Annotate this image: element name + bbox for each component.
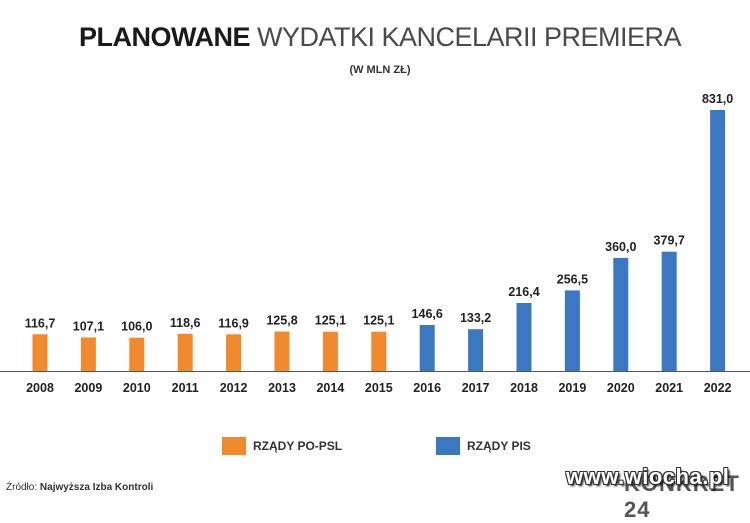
bar-chart: 116,7 2008 107,1 2009 106,0 2010 118,6 2011 116,… [0,92,750,395]
x-tick-label-2021: 2021 [655,381,683,395]
value-label-2010: 106,0 [121,320,152,334]
legend-item-pis: RZĄDY PIS [436,437,531,455]
value-label-2019: 256,5 [557,272,588,286]
chart-subtitle: (W MLN ZŁ) [349,64,411,76]
value-label-2016: 146,6 [412,307,443,321]
value-label-2020: 360,0 [605,240,636,254]
chart-title-rest: WYDATKI KANCELARII PREMIERA [256,22,682,52]
bar-2022 [710,110,726,371]
x-tick-label-2016: 2016 [413,381,441,395]
bar-2014 [322,331,338,371]
bar-2020 [613,257,629,371]
source-name: Najwyższa Izba Kontroli [39,482,154,493]
x-tick-label-2019: 2019 [558,381,586,395]
x-tick-label-2010: 2010 [123,381,151,395]
legend-label-po-psl: RZĄDY PO-PSL [253,439,343,453]
x-tick-label-2009: 2009 [74,381,102,395]
x-tick-label-2014: 2014 [316,381,344,395]
legend-swatch-po-psl [222,437,246,455]
legend-label-pis: RZĄDY PIS [467,439,531,453]
legend-swatch-pis [436,437,460,455]
bar-2010 [129,337,145,371]
x-tick-label-2018: 2018 [510,381,538,395]
chart-title: PLANOWANE WYDATKI KANCELARII PREMIERA [0,22,750,53]
value-label-2022: 831,0 [702,92,733,106]
value-label-2021: 379,7 [654,234,685,248]
x-tick-label-2015: 2015 [365,381,393,395]
x-tick-label-2017: 2017 [462,381,490,395]
value-label-2008: 116,7 [25,316,56,330]
value-label-2013: 125,8 [266,314,297,328]
bar-2009 [80,337,96,371]
value-label-2012: 116,9 [218,316,249,330]
bar-2017 [468,329,484,371]
x-tick-label-2013: 2013 [268,381,296,395]
bar-2015 [371,331,387,371]
bar-2019 [564,290,580,371]
x-tick-label-2020: 2020 [607,381,635,395]
value-label-2015: 125,1 [363,314,394,328]
bar-2021 [661,251,677,371]
x-tick-label-2011: 2011 [172,381,199,395]
value-label-2017: 133,2 [460,311,491,325]
bar-2011 [177,333,193,371]
bar-2008 [32,334,48,371]
source-note: Źródło: Najwyższa Izba Kontroli [6,482,153,493]
value-label-2009: 107,1 [73,319,104,333]
watermark: www.wiocha.pl [566,464,730,489]
x-tick-label-2008: 2008 [26,381,54,395]
legend-item-po-psl: RZĄDY PO-PSL [222,437,342,455]
chart-title-bold: PLANOWANE [78,22,251,52]
source-prefix: Źródło: [6,482,38,493]
bar-2016 [419,325,435,371]
bar-2018 [516,303,532,371]
value-label-2014: 125,1 [315,314,346,328]
x-tick-label-2012: 2012 [220,381,248,395]
bar-2013 [274,331,290,371]
x-tick-label-2022: 2022 [704,381,732,395]
value-label-2018: 216,4 [508,285,539,299]
value-label-2011: 118,6 [170,316,201,330]
bar-2012 [226,334,242,371]
